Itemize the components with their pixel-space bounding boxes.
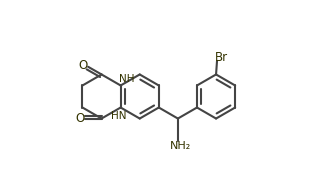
Text: HN: HN	[111, 111, 126, 121]
Text: O: O	[75, 112, 84, 125]
Text: O: O	[78, 59, 87, 72]
Text: NH: NH	[119, 74, 134, 84]
Text: NH₂: NH₂	[170, 141, 191, 151]
Text: Br: Br	[215, 51, 228, 64]
